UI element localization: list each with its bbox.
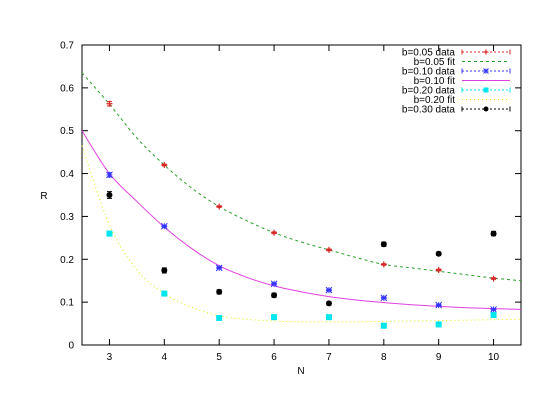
x-tick-label: 10 [488, 352, 500, 363]
data-point-star [435, 301, 443, 309]
data-point-plus [490, 275, 497, 282]
legend-swatch-caps [461, 49, 511, 55]
data-point-circle [435, 250, 442, 257]
x-tick-label: 5 [216, 352, 222, 363]
data-point-square [435, 321, 442, 328]
data-point-square [161, 290, 168, 297]
x-tick-label: 4 [162, 352, 168, 363]
data-point-square [216, 315, 223, 321]
y-axis-label: R [40, 191, 47, 202]
data-point-circle [325, 300, 332, 307]
data-point-star [380, 294, 388, 302]
x-tick-label: 3 [107, 352, 113, 363]
data-point-circle [490, 230, 497, 237]
data-point-plus [216, 203, 223, 210]
y-tick-label: 0 [68, 341, 74, 352]
data-point-circle [271, 292, 278, 299]
data-point-circle [216, 288, 223, 295]
data-point-star [106, 171, 113, 179]
data-point-circle [106, 192, 113, 198]
axis-ticks: 3 4 5 6 7 8 9 10 0 0.1 0.2 0.3 0.4 0.5 0.6 0.7 [60, 41, 521, 363]
data-point-star [483, 68, 489, 74]
data-point-star [490, 306, 497, 313]
data-point-square [325, 314, 332, 321]
y-tick-label: 0.5 [60, 126, 74, 137]
data-point-plus [106, 100, 113, 107]
legend-label: b=0.20 data [402, 86, 456, 97]
y-tick-label: 0.1 [60, 298, 74, 309]
data-point-circle [380, 241, 387, 248]
data-point-circle [161, 267, 168, 274]
plot-frame [81, 44, 522, 346]
y-tick-label: 0.4 [60, 169, 74, 180]
data-point-square [380, 322, 387, 329]
x-axis-label: N [297, 366, 304, 377]
data-point-star [215, 264, 223, 272]
x-tick-label: 9 [436, 352, 442, 363]
data-point-plus [435, 267, 442, 273]
data-point-star [160, 222, 168, 230]
data-point-square [483, 87, 489, 93]
fit-curve [81, 72, 522, 282]
y-tick-label: 0.6 [60, 83, 74, 94]
data-point-plus [325, 246, 332, 253]
legend-swatch-caps [461, 87, 511, 93]
x-tick-label: 7 [326, 352, 332, 363]
legend-label: b=0.10 fit [414, 76, 456, 87]
data-point-plus [380, 261, 387, 268]
legend-swatch-caps [461, 68, 511, 74]
x-tick-label: 8 [381, 352, 387, 363]
fit-curve [81, 145, 522, 323]
fit-curve [81, 130, 522, 310]
y-tick-label: 0.2 [60, 255, 74, 266]
fit-curves [81, 72, 522, 323]
data-point-plus [161, 162, 168, 168]
legend-label: b=0.05 fit [414, 57, 456, 68]
legend-label: b=0.10 data [402, 67, 456, 78]
data-points [106, 100, 497, 329]
data-point-square [106, 230, 113, 237]
y-tick-label: 0.3 [60, 212, 74, 223]
data-point-star [325, 286, 333, 294]
data-point-circle [483, 106, 489, 112]
y-tick-label: 0.7 [60, 41, 74, 52]
legend-swatch-caps [461, 106, 511, 112]
data-point-plus [271, 229, 278, 236]
legend-label: b=0.30 data [402, 105, 456, 116]
data-point-square [271, 314, 278, 321]
x-tick-label: 6 [271, 352, 277, 363]
data-point-square [490, 312, 497, 318]
data-point-star [270, 280, 278, 288]
legend-label: b=0.05 data [402, 48, 456, 59]
legend-label: b=0.20 fit [414, 95, 456, 106]
data-point-plus [483, 49, 489, 55]
